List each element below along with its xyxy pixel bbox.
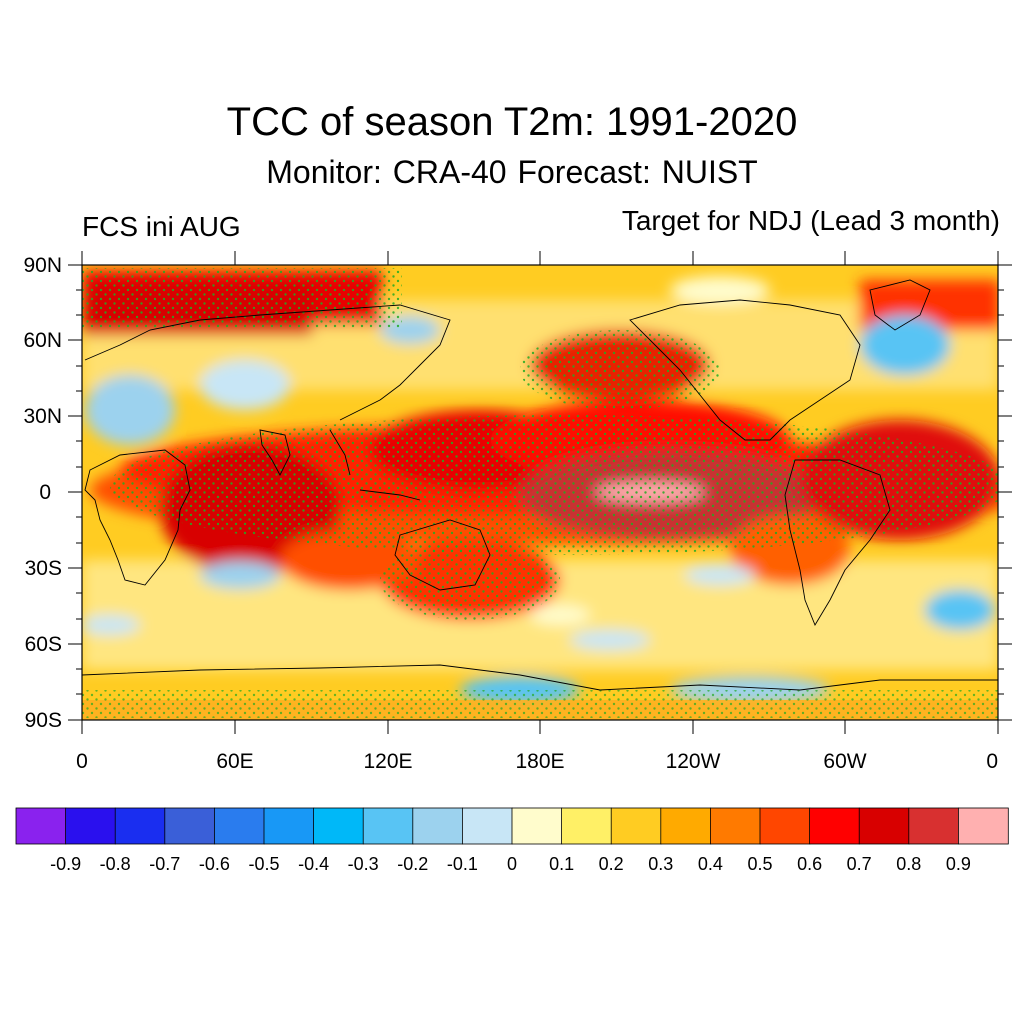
- colorbar-label: -0.3: [347, 854, 379, 874]
- colorbar-label: -0.6: [198, 854, 230, 874]
- colorbar-label: -0.7: [149, 854, 181, 874]
- lat-label-60s: 60S: [24, 633, 62, 656]
- colorbar-swatch: [809, 807, 860, 845]
- colorbar: [15, 807, 1009, 845]
- colorbar-swatch: [511, 807, 563, 845]
- lat-label-30n: 30N: [23, 405, 62, 428]
- colorbar-label: 0.2: [598, 854, 624, 874]
- lat-label-60n: 60N: [23, 329, 62, 352]
- lat-label-90n: 90N: [23, 254, 62, 277]
- lat-label-30s: 30S: [24, 557, 62, 580]
- colorbar-swatch: [164, 807, 216, 845]
- colorbar-swatch: [561, 807, 612, 845]
- lon-label-60w: 60W: [823, 750, 867, 773]
- target-label: Target for NDJ (Lead 3 month): [621, 205, 1000, 236]
- colorbar-swatch: [313, 807, 364, 845]
- lat-label-90s: 90S: [24, 709, 62, 732]
- colorbar-label: -0.4: [298, 854, 330, 874]
- colorbar-label: 0: [506, 854, 517, 874]
- colorbar-swatch: [908, 807, 960, 845]
- colorbar-label: 0.4: [697, 854, 723, 874]
- colorbar-swatch: [362, 807, 414, 845]
- lat-label-0: 0: [39, 481, 51, 504]
- colorbar-swatch: [15, 807, 67, 845]
- map-title: TCC of season T2m: 1991-2020: [226, 100, 798, 144]
- colorbar-swatch: [65, 807, 116, 845]
- colorbar-label: -0.9: [50, 854, 82, 874]
- colorbar-label: -0.2: [397, 854, 429, 874]
- colorbar-swatch: [660, 807, 712, 845]
- lon-label-0-east: 0: [986, 750, 998, 773]
- coastlines: [82, 279, 998, 691]
- colorbar-swatch: [263, 807, 315, 845]
- lon-label-120w: 120W: [665, 750, 721, 773]
- lon-ticks: [81, 251, 999, 734]
- lon-label-120e: 120E: [363, 750, 413, 773]
- colorbar-swatch: [759, 807, 811, 845]
- init-label: FCS ini AUG: [82, 211, 241, 242]
- colorbar-label: 0.6: [797, 854, 823, 874]
- colorbar-label: -0.5: [248, 854, 280, 874]
- colorbar-label: 0.3: [648, 854, 674, 874]
- colorbar-label: 0.8: [896, 854, 922, 874]
- colorbar-label: -0.1: [446, 854, 478, 874]
- colorbar-label: 0.7: [846, 854, 872, 874]
- colorbar-swatch: [114, 807, 166, 845]
- colorbar-label: 0.1: [549, 854, 575, 874]
- lat-ticks: [68, 264, 1012, 721]
- colorbar-label: -0.8: [99, 854, 131, 874]
- colorbar-swatch: [213, 807, 265, 845]
- colorbar-swatch: [412, 807, 464, 845]
- lon-label-60e: 60E: [216, 750, 254, 773]
- lon-label-0: 0: [76, 750, 88, 773]
- lon-label-180e: 180E: [515, 750, 565, 773]
- colorbar-swatch: [958, 807, 1009, 845]
- colorbar-swatch: [610, 807, 662, 845]
- map-field: [82, 265, 998, 720]
- colorbar-swatch: [710, 807, 761, 845]
- colorbar-swatch: [858, 807, 910, 845]
- colorbar-label: 0.9: [945, 854, 971, 874]
- colorbar-label: 0.5: [747, 854, 773, 874]
- map-subtitle: Monitor: CRA-40 Forecast: NUIST: [266, 154, 758, 190]
- colorbar-swatch: [461, 807, 513, 845]
